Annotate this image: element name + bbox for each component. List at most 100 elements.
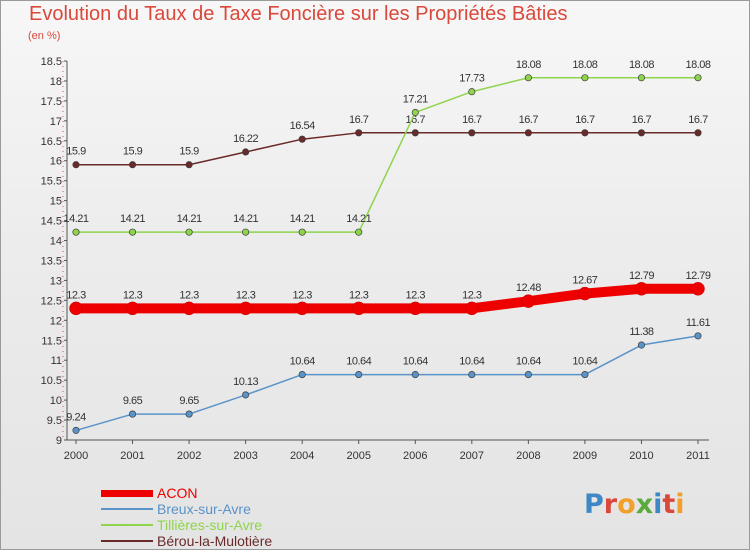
- x-tick-label: 2004: [290, 450, 314, 462]
- data-label-tillieres-sur-avre: 18.08: [685, 59, 710, 71]
- x-tick-label: 2011: [686, 450, 710, 462]
- legend-label-tillieres: Tillières-sur-Avre: [157, 517, 263, 533]
- y-tick-label: 16: [50, 156, 62, 168]
- data-label-tillieres-sur-avre: 17.73: [459, 73, 484, 85]
- data-label-acon: 12.3: [179, 289, 199, 301]
- y-tick-label: 17.5: [41, 96, 62, 108]
- data-label-berou-la-mulotiere: 16.22: [233, 133, 258, 145]
- data-label-berou-la-mulotiere: 15.9: [123, 146, 143, 158]
- data-label-acon: 12.3: [349, 289, 369, 301]
- data-label-acon: 12.79: [629, 270, 654, 282]
- data-point-berou-la-mulotiere: [185, 161, 193, 169]
- legend: ACON Breux-sur-Avre Tillières-sur-Avre B…: [101, 485, 272, 549]
- y-tick-label: 14: [50, 236, 62, 248]
- data-label-tillieres-sur-avre: 14.21: [177, 213, 202, 225]
- data-point-berou-la-mulotiere: [468, 129, 476, 137]
- data-label-acon: 12.3: [406, 289, 426, 301]
- data-point-acon: [521, 294, 536, 308]
- data-point-breux-sur-avre: [524, 371, 532, 379]
- data-label-berou-la-mulotiere: 15.9: [179, 146, 199, 158]
- data-label-tillieres-sur-avre: 14.21: [120, 213, 145, 225]
- data-label-breux-sur-avre: 10.64: [403, 356, 428, 368]
- data-point-berou-la-mulotiere: [298, 135, 306, 143]
- y-tick-label: 15.5: [41, 176, 62, 188]
- data-point-tillieres-sur-avre: [72, 228, 80, 236]
- y-tick-label: 12.5: [41, 295, 62, 307]
- data-point-breux-sur-avre: [355, 371, 363, 379]
- data-point-breux-sur-avre: [72, 426, 80, 434]
- data-label-breux-sur-avre: 10.64: [516, 356, 541, 368]
- data-label-tillieres-sur-avre: 14.21: [233, 213, 258, 225]
- data-point-berou-la-mulotiere: [128, 161, 137, 169]
- logo-letter: o: [617, 489, 636, 520]
- data-point-acon: [578, 286, 592, 301]
- y-tick-label: 10: [50, 395, 62, 407]
- x-tick-label: 2007: [460, 450, 484, 462]
- x-tick-label: 2002: [177, 450, 201, 462]
- series-line-breux-sur-avre: [75, 335, 699, 432]
- y-tick-label: 12: [50, 315, 62, 327]
- y-tick-label: 16.5: [41, 136, 62, 148]
- data-point-acon: [182, 301, 196, 316]
- x-tick-label: 2003: [233, 450, 257, 462]
- data-label-berou-la-mulotiere: 16.54: [290, 120, 315, 132]
- logo-letter: r: [603, 489, 618, 520]
- legend-label-acon: ACON: [157, 485, 198, 501]
- data-label-acon: 12.3: [66, 289, 86, 301]
- y-tick-label: 11: [51, 355, 62, 367]
- data-point-breux-sur-avre: [694, 332, 702, 340]
- data-label-berou-la-mulotiere: 16.7: [632, 114, 652, 126]
- data-label-acon: 12.3: [123, 289, 143, 301]
- legend-swatch-berou: [101, 540, 153, 542]
- logo-letter: P: [584, 489, 604, 520]
- legend-swatch-acon: [101, 489, 153, 497]
- logo-letter: i: [675, 489, 685, 520]
- data-point-berou-la-mulotiere: [72, 161, 80, 169]
- logo-letter: t: [662, 489, 676, 520]
- y-axis-unit: (en %): [28, 30, 61, 42]
- data-label-breux-sur-avre: 9.65: [179, 395, 199, 407]
- data-point-berou-la-mulotiere: [581, 129, 589, 137]
- data-label-tillieres-sur-avre: 17.21: [403, 93, 428, 105]
- data-point-acon: [634, 282, 649, 296]
- data-point-berou-la-mulotiere: [411, 129, 419, 137]
- data-point-berou-la-mulotiere: [524, 129, 532, 137]
- x-tick-label: 2008: [516, 450, 540, 462]
- data-point-acon: [408, 301, 423, 316]
- data-point-tillieres-sur-avre: [185, 228, 193, 236]
- y-tick-label: 11.5: [41, 335, 62, 347]
- data-label-breux-sur-avre: 10.64: [346, 356, 371, 368]
- data-point-tillieres-sur-avre: [637, 74, 646, 82]
- data-point-acon: [691, 282, 705, 296]
- y-tick-label: 10.5: [41, 375, 62, 387]
- data-point-tillieres-sur-avre: [524, 74, 532, 82]
- data-point-acon: [69, 301, 83, 316]
- data-point-tillieres-sur-avre: [411, 108, 419, 117]
- data-label-acon: 12.48: [516, 282, 541, 294]
- y-tick-label: 14.5: [41, 216, 62, 228]
- data-point-breux-sur-avre: [242, 391, 250, 399]
- data-point-tillieres-sur-avre: [694, 74, 702, 82]
- data-point-berou-la-mulotiere: [242, 148, 250, 156]
- data-label-acon: 12.3: [236, 289, 256, 301]
- data-point-berou-la-mulotiere: [355, 129, 363, 137]
- data-label-breux-sur-avre: 10.64: [290, 356, 315, 368]
- data-point-tillieres-sur-avre: [128, 228, 137, 236]
- data-point-acon: [238, 301, 253, 316]
- data-point-breux-sur-avre: [185, 410, 193, 418]
- series-line-tillieres-sur-avre: [75, 77, 699, 233]
- data-point-breux-sur-avre: [411, 371, 419, 379]
- data-point-breux-sur-avre: [128, 410, 137, 418]
- series-line-berou-la-mulotiere: [75, 132, 699, 166]
- legend-item-breux: Breux-sur-Avre: [101, 501, 272, 517]
- y-tick-label: 18: [50, 76, 62, 88]
- y-tick-label: 17: [50, 116, 62, 128]
- data-label-breux-sur-avre: 11.38: [629, 326, 654, 338]
- legend-swatch-breux: [101, 508, 153, 510]
- legend-item-tillieres: Tillières-sur-Avre: [101, 517, 272, 533]
- legend-label-berou: Bérou-la-Mulotière: [157, 533, 273, 549]
- data-label-acon: 12.79: [685, 270, 710, 282]
- data-label-berou-la-mulotiere: 16.7: [462, 114, 482, 126]
- data-point-berou-la-mulotiere: [637, 129, 646, 137]
